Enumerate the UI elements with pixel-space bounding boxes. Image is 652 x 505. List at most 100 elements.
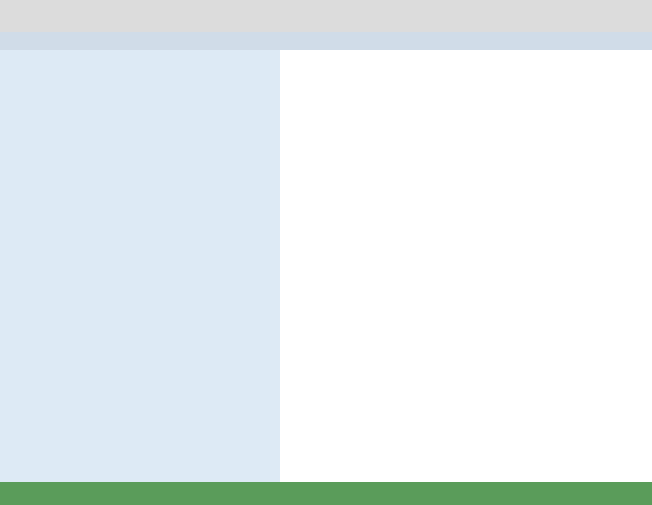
Bar <box>607 450 642 461</box>
Polygon shape <box>407 269 446 302</box>
Bar <box>112 235 133 250</box>
Bar <box>565 371 604 405</box>
Bar <box>288 303 327 337</box>
Bar <box>370 348 404 359</box>
Bar <box>407 235 446 269</box>
Bar <box>91 335 112 350</box>
Bar <box>0 51 280 97</box>
Bar <box>91 450 112 465</box>
Polygon shape <box>608 132 644 168</box>
Bar <box>91 320 112 335</box>
Bar <box>484 2 520 31</box>
Polygon shape <box>450 166 486 201</box>
Bar <box>407 337 446 371</box>
Bar <box>341 170 353 199</box>
Bar <box>330 179 364 190</box>
Bar <box>290 315 325 325</box>
Polygon shape <box>317 64 350 77</box>
Bar <box>367 337 407 371</box>
Bar <box>488 247 523 258</box>
Bar <box>458 67 474 103</box>
Text: Which of the codes below describes a 3 x 3 unit of
tiles that can be repeated to: Which of the codes below describes a 3 x… <box>8 176 292 214</box>
Polygon shape <box>526 371 542 387</box>
Bar <box>446 371 486 405</box>
Text: Tile B: Tile B <box>449 110 482 120</box>
Polygon shape <box>292 200 327 235</box>
Bar <box>604 371 644 405</box>
Bar <box>370 247 404 258</box>
Bar <box>567 281 602 291</box>
Polygon shape <box>450 369 486 405</box>
Bar <box>288 438 327 472</box>
Bar <box>112 266 133 280</box>
Bar <box>288 405 327 438</box>
Text: Source: OECD. (2018). PISA 2021 Mathematics Framework (Draft). Downloaded from h: Source: OECD. (2018). PISA 2021 Mathemat… <box>3 39 652 44</box>
Polygon shape <box>407 168 423 184</box>
Polygon shape <box>463 370 486 371</box>
Bar <box>604 201 644 235</box>
Bar <box>367 201 407 235</box>
Polygon shape <box>565 337 582 354</box>
Bar <box>486 371 526 405</box>
Bar <box>409 213 444 224</box>
Bar <box>578 170 591 199</box>
Bar <box>618 237 630 267</box>
Bar <box>70 400 91 415</box>
Bar <box>446 269 486 303</box>
Polygon shape <box>450 268 486 303</box>
Bar <box>238 371 255 388</box>
Polygon shape <box>411 301 446 337</box>
Polygon shape <box>407 371 446 404</box>
Text: C: C <box>119 438 126 447</box>
Bar <box>407 269 446 303</box>
Bar <box>112 450 133 465</box>
Polygon shape <box>526 269 565 302</box>
Text: A: A <box>119 388 126 398</box>
Bar <box>300 64 350 106</box>
Bar <box>70 306 91 320</box>
Bar <box>367 235 407 269</box>
Bar <box>341 271 353 301</box>
Polygon shape <box>384 437 407 438</box>
Bar <box>526 2 553 31</box>
Bar <box>607 247 642 258</box>
Bar <box>604 337 644 371</box>
Text: C: C <box>98 452 105 463</box>
Bar <box>367 405 407 438</box>
Bar <box>407 371 446 405</box>
Polygon shape <box>529 200 565 235</box>
Bar <box>449 382 483 393</box>
Text: C: C <box>98 308 105 318</box>
Bar <box>460 170 472 199</box>
Bar <box>288 371 327 405</box>
Bar <box>70 320 91 335</box>
Polygon shape <box>384 336 407 337</box>
Polygon shape <box>292 301 327 337</box>
Text: C: C <box>77 468 84 478</box>
Polygon shape <box>331 268 367 303</box>
Bar <box>288 235 327 269</box>
Text: A: A <box>98 253 105 263</box>
Polygon shape <box>569 369 604 405</box>
Text: C: C <box>119 402 126 413</box>
Bar <box>567 179 602 190</box>
Bar <box>91 435 112 450</box>
Bar <box>526 269 565 303</box>
Bar <box>327 337 367 371</box>
Text: B: B <box>77 253 84 263</box>
Bar <box>288 168 327 201</box>
Text: A: A <box>77 373 84 383</box>
Bar <box>70 235 91 250</box>
Text: Some portions of the released items were modified. Text, audio, visuals, interac: Some portions of the released items were… <box>4 491 522 496</box>
Bar <box>460 271 472 301</box>
Bar <box>607 348 642 359</box>
Bar <box>604 235 644 269</box>
Bar <box>367 269 407 303</box>
Bar <box>446 201 486 235</box>
Bar <box>70 335 91 350</box>
Polygon shape <box>604 303 644 336</box>
Polygon shape <box>446 337 486 370</box>
Text: ALL: ALL <box>91 205 112 215</box>
Bar <box>486 405 526 438</box>
Bar <box>70 450 91 465</box>
